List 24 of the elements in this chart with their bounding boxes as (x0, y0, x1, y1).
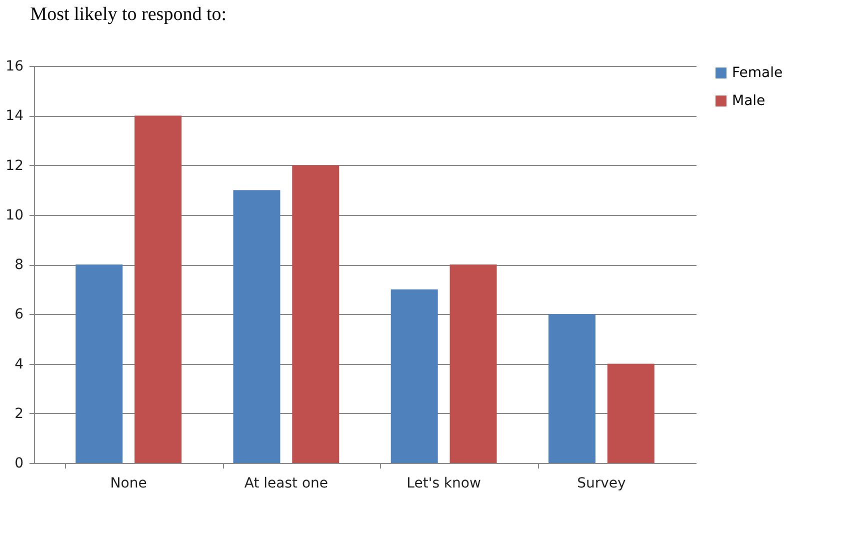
bar (233, 190, 280, 463)
chart-title: Most likely to respond to: (30, 4, 227, 25)
y-tick-label: 6 (14, 306, 24, 323)
bar (548, 314, 596, 463)
x-tick-label: Let's know (406, 476, 481, 492)
x-tick-label: Survey (577, 476, 626, 492)
bar (607, 364, 654, 463)
y-tick-label: 8 (14, 257, 24, 273)
bar (450, 264, 497, 463)
y-tick-label: 16 (6, 58, 24, 74)
x-tick-label: At least one (244, 476, 328, 492)
y-tick-label: 12 (6, 158, 24, 174)
x-tick-label: None (110, 476, 147, 492)
y-tick-label: 14 (6, 108, 24, 124)
legend-label: Male (732, 93, 766, 109)
y-tick-label: 0 (14, 456, 24, 472)
y-tick-label: 4 (14, 356, 24, 372)
bar (292, 165, 340, 463)
bar (390, 289, 438, 463)
bar (76, 264, 123, 463)
legend-label: Female (732, 65, 783, 81)
y-tick-label: 2 (14, 406, 24, 422)
y-tick-label: 10 (6, 207, 24, 224)
bar (134, 116, 182, 463)
